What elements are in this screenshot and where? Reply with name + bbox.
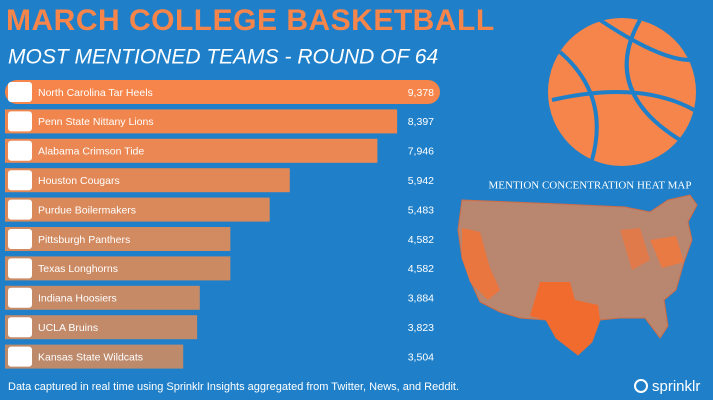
team-logo [8, 346, 32, 367]
value-label: 8,397 [408, 116, 434, 128]
team-logo [8, 317, 32, 338]
basketball [548, 18, 696, 166]
team-label: Kansas State Wildcats [38, 351, 143, 363]
bar [5, 285, 200, 310]
bar [5, 315, 198, 340]
value-label: 3,504 [408, 351, 434, 363]
team-label: Pittsburgh Panthers [38, 234, 130, 246]
bar [5, 109, 398, 134]
team-label: Texas Longhorns [38, 263, 118, 275]
us-map [457, 194, 698, 356]
team-label: Alabama Crimson Tide [38, 146, 144, 158]
bar [5, 344, 184, 369]
bar [5, 256, 231, 281]
value-label: 5,483 [408, 204, 434, 216]
team-label: Houston Cougars [38, 175, 120, 187]
bar [5, 80, 440, 104]
team-logo [8, 170, 32, 191]
value-label: 3,823 [408, 322, 434, 334]
team-logo [8, 258, 32, 279]
footnote: Data captured in real time using Sprinkl… [8, 381, 459, 393]
brand-logo: sprinklr [634, 378, 700, 395]
bar [5, 227, 231, 251]
team-logo [8, 82, 32, 102]
map-title: MENTION CONCENTRATION HEAT MAP [489, 180, 692, 192]
team-label: UCLA Bruins [38, 322, 98, 334]
chart-subtitle: MOST MENTIONED TEAMS - ROUND OF 64 [8, 46, 438, 69]
bar [5, 197, 270, 222]
value-label: 3,884 [408, 293, 434, 305]
value-label: 7,946 [408, 146, 434, 158]
team-logo [8, 229, 32, 249]
team-label: Purdue Boilermakers [38, 204, 136, 216]
team-label: Indiana Hoosiers [38, 293, 117, 305]
bar [5, 138, 378, 163]
value-label: 5,942 [408, 175, 434, 187]
value-label: 4,582 [408, 234, 434, 246]
team-label: Penn State Nittany Lions [38, 116, 154, 128]
team-label: North Carolina Tar Heels [38, 87, 153, 99]
value-label: 9,378 [408, 87, 434, 99]
bar [5, 168, 290, 193]
chart-title: MARCH COLLEGE BASKETBALL [6, 4, 495, 37]
brand-name: sprinklr [652, 378, 700, 395]
value-label: 4,582 [408, 263, 434, 275]
team-logo [8, 287, 32, 308]
team-logo [8, 199, 32, 220]
team-logo [8, 140, 32, 161]
team-logo [8, 111, 32, 132]
